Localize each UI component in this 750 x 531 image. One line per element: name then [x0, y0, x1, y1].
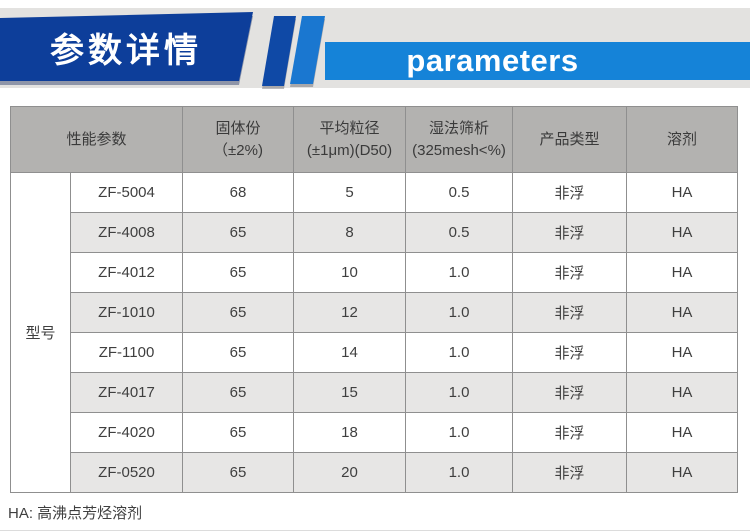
cell-solid-content: 65 — [182, 292, 295, 333]
cell-product-type: 非浮 — [512, 252, 628, 293]
slanted-stripe-navy — [262, 16, 296, 86]
cell-particle-size: 18 — [293, 412, 407, 453]
cell-solvent: HA — [626, 452, 739, 493]
cell-solvent: HA — [626, 372, 739, 413]
table-row: ZF-1100 65 14 1.0 非浮 HA — [11, 332, 739, 373]
col-header-sublabel: (±1μm)(D50) — [306, 141, 393, 159]
cell-solvent: HA — [626, 212, 739, 253]
cell-model: ZF-4020 — [69, 412, 184, 453]
cell-particle-size: 15 — [293, 372, 407, 413]
col-header-solid-content: 固体份 （±2%) — [182, 106, 295, 173]
table-body: 型号 ZF-5004 68 5 0.5 非浮 HA ZF-4008 65 8 0… — [10, 172, 739, 493]
cell-solid-content: 68 — [182, 172, 295, 213]
cell-wet-sieve: 1.0 — [405, 332, 514, 373]
table-row: ZF-0520 65 20 1.0 非浮 HA — [11, 452, 739, 493]
cell-solvent: HA — [626, 332, 739, 373]
cell-solid-content: 65 — [182, 332, 295, 373]
col-header-label: 性能参数 — [66, 130, 127, 148]
cell-solid-content: 65 — [182, 212, 295, 253]
cell-solid-content: 65 — [182, 372, 295, 413]
cell-wet-sieve: 0.5 — [405, 172, 514, 213]
cell-wet-sieve: 1.0 — [405, 372, 514, 413]
col-header-sublabel: (325mesh<%) — [412, 141, 506, 159]
table-header-row: 性能参数 固体份 （±2%) 平均粒径 (±1μm)(D50) 湿法筛析 (32… — [9, 106, 739, 173]
cell-particle-size: 5 — [293, 172, 407, 213]
cell-product-type: 非浮 — [512, 452, 628, 493]
table-header: 性能参数 固体份 （±2%) 平均粒径 (±1μm)(D50) 湿法筛析 (32… — [9, 106, 739, 173]
col-header-label: 溶剂 — [667, 130, 698, 148]
cell-wet-sieve: 1.0 — [405, 252, 514, 293]
col-header-particle-size: 平均粒径 (±1μm)(D50) — [293, 106, 407, 173]
cell-product-type: 非浮 — [512, 332, 628, 373]
col-header-label: 固体份 — [215, 119, 261, 137]
slanted-stripe-blue — [290, 16, 325, 84]
banner-navy-ribbon: 参数详情 — [0, 12, 253, 81]
cell-model: ZF-4017 — [69, 372, 184, 413]
cell-particle-size: 8 — [293, 212, 407, 253]
col-header-wet-sieve: 湿法筛析 (325mesh<%) — [405, 106, 514, 173]
parameters-table: 性能参数 固体份 （±2%) 平均粒径 (±1μm)(D50) 湿法筛析 (32… — [9, 106, 739, 493]
table-row: ZF-4012 65 10 1.0 非浮 HA — [11, 252, 739, 293]
cell-wet-sieve: 0.5 — [405, 212, 514, 253]
cell-model: ZF-5004 — [69, 172, 184, 213]
cell-model: ZF-0520 — [69, 452, 184, 493]
cell-solvent: HA — [626, 292, 739, 333]
section-header-banner: parameters 参数详情 — [0, 0, 750, 100]
cell-solid-content: 65 — [182, 252, 295, 293]
cell-solvent: HA — [626, 252, 739, 293]
cell-particle-size: 20 — [293, 452, 407, 493]
cell-product-type: 非浮 — [512, 372, 628, 413]
header-title-en: parameters — [406, 42, 579, 78]
cell-particle-size: 14 — [293, 332, 407, 373]
cell-wet-sieve: 1.0 — [405, 292, 514, 333]
col-header-performance: 性能参数 — [9, 106, 184, 173]
header-title-cn: 参数详情 — [50, 31, 202, 70]
cell-particle-size: 10 — [293, 252, 407, 293]
col-header-solvent: 溶剂 — [626, 106, 739, 173]
cell-wet-sieve: 1.0 — [405, 452, 514, 493]
cell-product-type: 非浮 — [512, 412, 628, 453]
cell-wet-sieve: 1.0 — [405, 412, 514, 453]
banner-stripes — [0, 0, 750, 100]
table-row: ZF-4008 65 8 0.5 非浮 HA — [11, 212, 739, 253]
cell-model: ZF-4012 — [69, 252, 184, 293]
table-row: ZF-4020 65 18 1.0 非浮 HA — [11, 412, 739, 453]
cell-solid-content: 65 — [182, 412, 295, 453]
cell-solvent: HA — [626, 412, 739, 453]
table-row: ZF-1010 65 12 1.0 非浮 HA — [11, 292, 739, 333]
col-header-label: 湿法筛析 — [429, 119, 490, 137]
cell-model: ZF-1010 — [69, 292, 184, 333]
cell-particle-size: 12 — [293, 292, 407, 333]
col-header-label: 平均粒径 — [319, 119, 380, 137]
row-group-cell-model: 型号 — [10, 172, 71, 493]
col-header-sublabel: （±2%) — [213, 141, 263, 159]
cell-product-type: 非浮 — [512, 172, 628, 213]
col-header-label: 产品类型 — [539, 130, 600, 148]
cell-product-type: 非浮 — [512, 212, 628, 253]
banner-navy-wrap: 参数详情 — [0, 0, 750, 100]
cell-model: ZF-4008 — [69, 212, 184, 253]
footnote: HA: 高沸点芳烃溶剂 — [8, 505, 143, 522]
cell-solvent: HA — [626, 172, 739, 213]
cell-solid-content: 65 — [182, 452, 295, 493]
table-row: ZF-4017 65 15 1.0 非浮 HA — [11, 372, 739, 413]
banner-blue-bar: parameters — [325, 42, 750, 80]
cell-product-type: 非浮 — [512, 292, 628, 333]
col-header-product-type: 产品类型 — [512, 106, 628, 173]
table-row: 型号 ZF-5004 68 5 0.5 非浮 HA — [10, 172, 739, 493]
cell-model: ZF-1100 — [69, 332, 184, 373]
